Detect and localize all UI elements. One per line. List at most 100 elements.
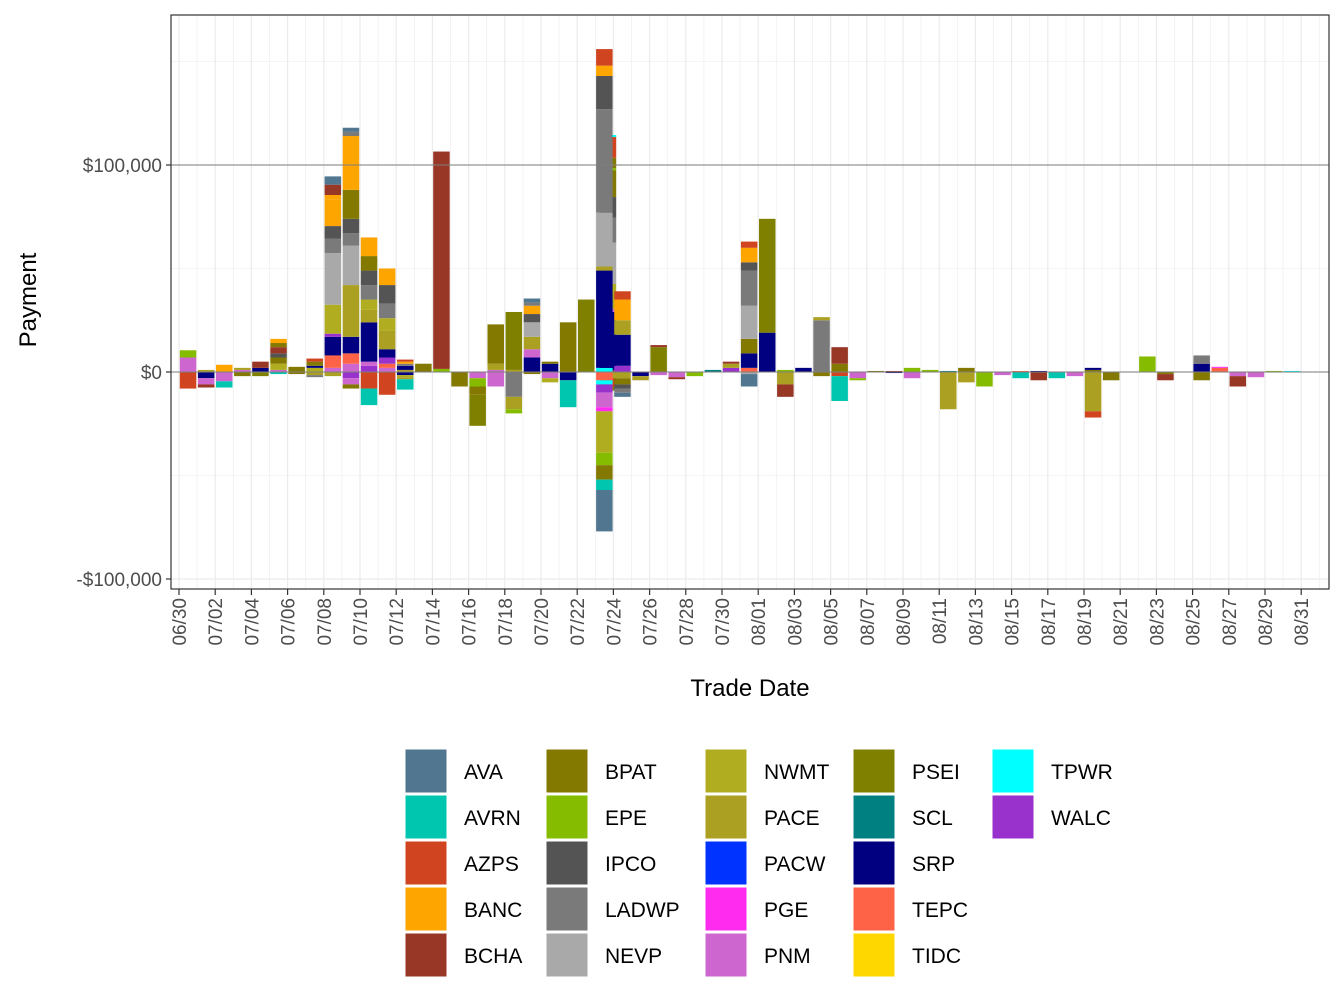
x-tick-label: 07/06 (279, 598, 300, 646)
bar-epe (921, 369, 939, 372)
bar-epe (777, 369, 794, 372)
bar-pnm (650, 372, 667, 376)
legend-swatch (852, 748, 896, 794)
bar-ladwp (324, 238, 342, 253)
bar-bpat (1193, 372, 1210, 381)
bar-avrn (831, 376, 848, 401)
legend-item-scl: SCL (852, 794, 953, 840)
bar-tpwr (1283, 370, 1301, 372)
bar-bpat (270, 357, 287, 364)
bar-ipco (324, 226, 342, 239)
bar-bcha (777, 384, 794, 397)
bar-bcha (831, 347, 848, 364)
legend-swatch (545, 840, 589, 886)
x-tick-label: 08/05 (822, 598, 843, 646)
bar-pge (1211, 366, 1228, 368)
bar-pnm (234, 369, 251, 372)
x-tick-label: 08/13 (966, 598, 987, 646)
bar-srp (397, 365, 414, 370)
bar-avrn (1012, 372, 1029, 379)
bar-pace (614, 372, 631, 379)
x-tick-label: 08/23 (1147, 598, 1168, 646)
legend-label: PNM (764, 945, 811, 968)
legend-label: SCL (912, 807, 953, 830)
bar-bpat (813, 372, 830, 377)
bar-azps (596, 49, 613, 66)
bar-bpat (541, 361, 559, 364)
bar-bcha (324, 184, 342, 196)
legend-label: PGE (764, 899, 808, 922)
bar-scl (940, 370, 957, 372)
legend-item-ladwp: LADWP (545, 886, 680, 932)
bar-bpat (596, 465, 613, 480)
legend-label: NEVP (605, 945, 662, 968)
legend-swatch (404, 748, 448, 794)
bar-nwmt (306, 367, 323, 372)
x-tick-label: 08/27 (1220, 598, 1241, 646)
legend-label: AVRN (464, 807, 521, 830)
x-tick-label: 07/28 (677, 598, 698, 646)
bar-bpat (740, 338, 758, 354)
bar-pace (234, 367, 251, 370)
x-tick-label: 08/01 (749, 598, 770, 646)
legend-item-pge: PGE (704, 886, 808, 932)
bar-pace (197, 369, 215, 372)
legend-swatch (404, 840, 448, 886)
bar-walc (324, 333, 342, 337)
legend-item-pacw: PACW (704, 840, 826, 886)
bar-bcha (722, 361, 740, 364)
bar-banc (596, 65, 613, 76)
bar-pnm (903, 372, 921, 379)
bar-bpat (1084, 369, 1102, 372)
x-tick-label: 08/29 (1256, 598, 1277, 646)
bar-nevp (596, 212, 613, 267)
bar-avrn (216, 381, 233, 388)
bar-banc (523, 305, 541, 315)
x-tick-label: 07/30 (713, 598, 734, 646)
x-tick-label: 08/17 (1039, 598, 1060, 646)
bar-pace (505, 369, 523, 372)
x-tick-label: 07/12 (387, 598, 408, 646)
bar-ipco (523, 314, 541, 323)
bar-ipco (360, 270, 378, 286)
bar-nwmt (360, 299, 378, 310)
bar-pace (813, 317, 830, 321)
bar-pnm (216, 372, 233, 382)
bar-srp (1193, 363, 1210, 372)
bar-tpwr (596, 380, 613, 385)
bar-srp (397, 372, 414, 376)
bar-bpat (469, 386, 486, 395)
bar-srp (795, 367, 812, 372)
legend-label: BANC (464, 899, 522, 922)
legend-label: AVA (464, 761, 503, 784)
bar-bcha (433, 151, 450, 369)
bar-srp (541, 363, 559, 372)
bar-nevp (342, 245, 360, 286)
legend-label: PACW (764, 853, 826, 876)
bar-srp (885, 372, 903, 374)
bar-tpwr (596, 367, 613, 372)
bar-azps (360, 372, 378, 389)
legend-item-epe: EPE (545, 794, 647, 840)
bar-pnm (342, 378, 360, 385)
legend-label: BCHA (464, 945, 522, 968)
x-tick-label: 08/21 (1111, 598, 1132, 646)
legend-swatch (704, 794, 748, 840)
legend-item-nwmt: NWMT (704, 748, 829, 794)
bar-srp (252, 367, 269, 372)
bar-tepc (1012, 370, 1029, 372)
panel-border (170, 14, 1330, 590)
bar-nwmt (596, 411, 613, 453)
bar-pnm (1229, 372, 1247, 377)
bar-ladwp (342, 233, 360, 246)
x-axis-title: Trade Date (690, 675, 809, 702)
y-tick-label: $100,000 (83, 156, 162, 177)
bar-psei (469, 394, 486, 426)
bar-bpat (360, 256, 378, 271)
legend-swatch (852, 932, 896, 978)
bar-pnm (469, 372, 486, 379)
legend-item-tpwr: TPWR (991, 748, 1113, 794)
legend-swatch (404, 794, 448, 840)
legend-swatch (704, 748, 748, 794)
bar-banc (614, 299, 631, 321)
